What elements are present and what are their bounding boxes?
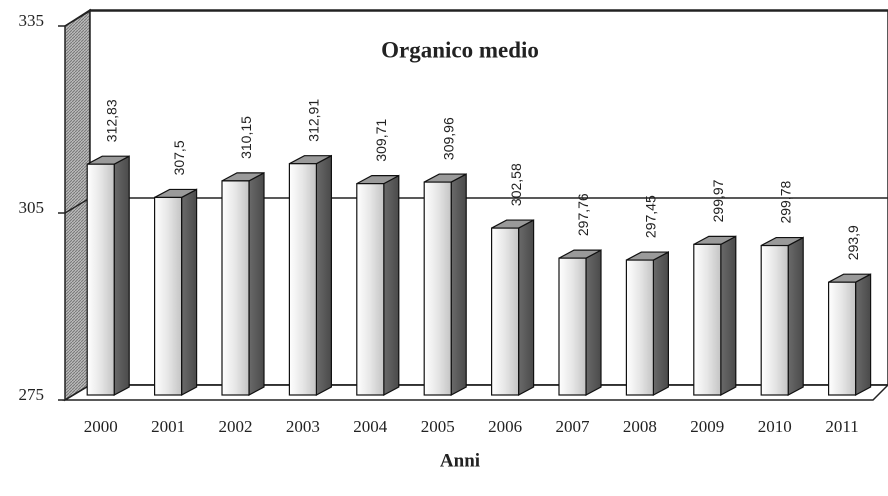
bar: [86, 163, 115, 396]
value-label: 299,97: [710, 179, 726, 222]
value-label: 310,15: [238, 116, 254, 159]
bar: [760, 244, 789, 396]
bar: [154, 196, 183, 396]
value-label: 297,76: [575, 193, 591, 236]
bar-side: [787, 236, 804, 396]
x-tick-label: 2002: [219, 417, 253, 436]
grid-line: [64, 384, 91, 401]
value-label: 297,45: [643, 195, 659, 238]
bar: [423, 181, 452, 396]
value-label: 312,91: [306, 99, 322, 142]
chart-title: Organico medio: [381, 37, 539, 62]
bar-side: [181, 188, 198, 396]
bar: [491, 227, 520, 396]
x-tick-label: 2010: [758, 417, 792, 436]
grid-line: [64, 10, 91, 27]
x-tick-label: 2011: [825, 417, 858, 436]
bar-side: [450, 173, 467, 396]
x-tick-label: 2001: [151, 417, 185, 436]
bar: [221, 180, 250, 396]
value-label: 299,78: [777, 181, 793, 224]
bar-side: [315, 154, 332, 396]
x-tick-label: 2006: [488, 417, 522, 436]
x-tick-label: 2009: [690, 417, 724, 436]
bar: [827, 281, 857, 396]
x-axis-label: Anni: [440, 450, 480, 471]
value-label: 293,9: [845, 225, 861, 260]
bar-side: [854, 273, 872, 396]
grid-line: [64, 197, 91, 214]
value-label: 312,83: [103, 99, 119, 142]
x-tick-label: 2004: [353, 417, 388, 436]
bar: [625, 259, 655, 396]
value-label: 309,71: [373, 119, 389, 162]
x-tick-label: 2005: [421, 417, 455, 436]
x-tick-label: 2000: [84, 417, 118, 436]
x-tick-label: 2008: [623, 417, 657, 436]
bar: [693, 243, 722, 396]
bar-side: [585, 249, 602, 396]
x-tick-label: 2003: [286, 417, 320, 436]
x-tick-label: 2007: [556, 417, 591, 436]
bar-side: [248, 171, 265, 396]
bar: [558, 257, 587, 396]
bar-side: [720, 235, 737, 396]
bar: [288, 163, 317, 396]
value-label: 307,5: [171, 140, 187, 175]
y-tick-label: 305: [19, 198, 45, 217]
value-label: 302,58: [508, 163, 524, 206]
bar: [356, 183, 385, 396]
y-tick-label: 275: [19, 385, 45, 404]
bar-side: [383, 174, 400, 396]
bar-side: [652, 251, 670, 396]
bar-side: [113, 155, 130, 396]
bar-side: [517, 219, 535, 396]
value-label: 309,96: [440, 117, 456, 160]
y-tick-label: 335: [19, 11, 45, 30]
